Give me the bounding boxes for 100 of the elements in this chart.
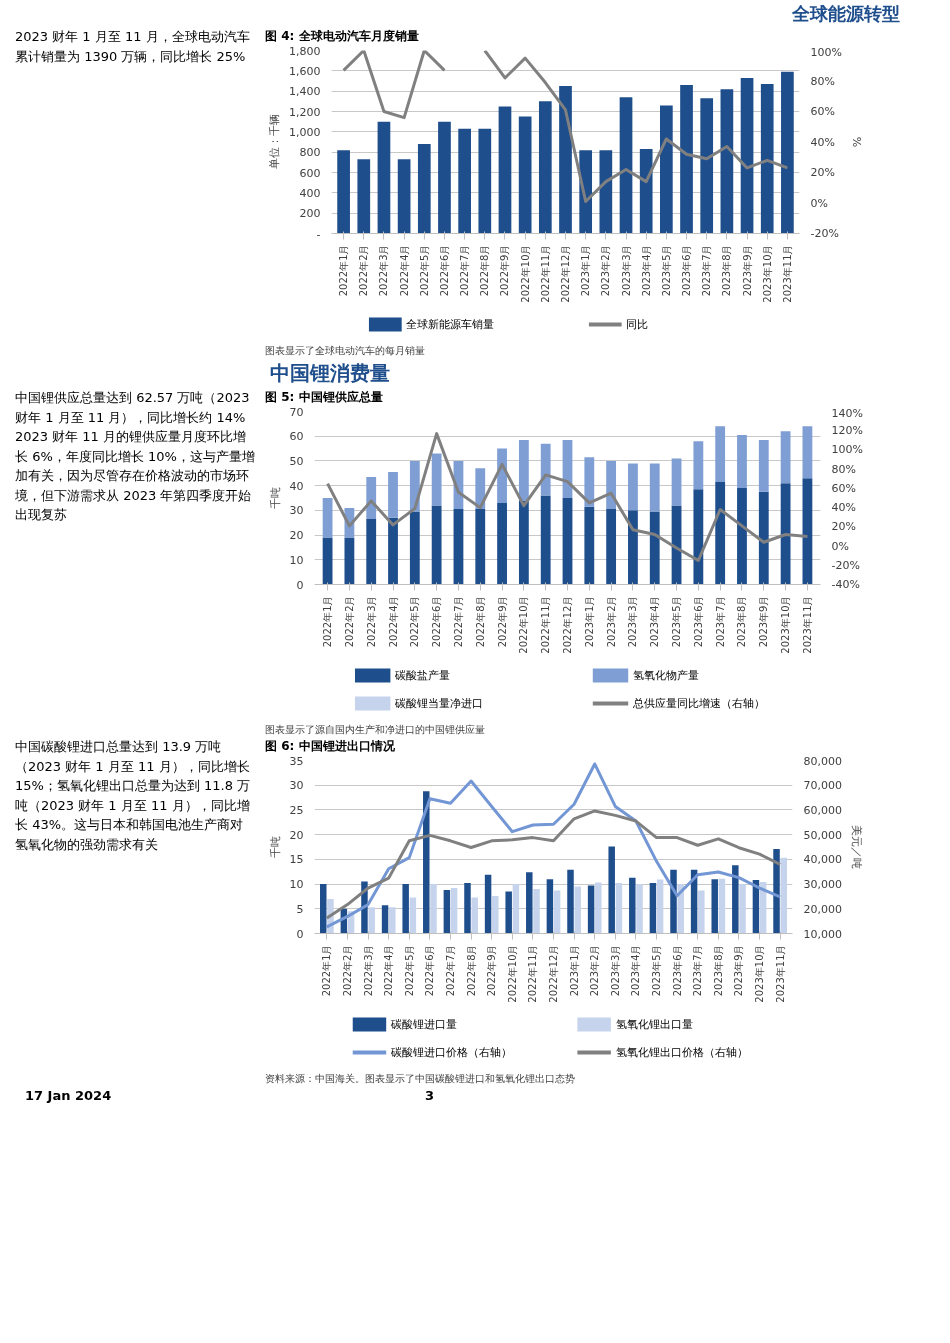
x-tick-label: 2022年5月 <box>418 244 430 297</box>
x-tick-label: 2023年1月 <box>583 595 595 648</box>
bar <box>567 869 574 934</box>
bar <box>628 463 638 511</box>
bar <box>619 97 633 234</box>
bar <box>780 857 787 934</box>
y2-tick-label: 50,000 <box>803 828 842 842</box>
y-tick-label: 25 <box>289 803 304 817</box>
x-tick-label: 2022年3月 <box>365 595 377 648</box>
bar <box>562 498 573 585</box>
bar <box>802 478 813 585</box>
bar <box>388 472 398 518</box>
y-tick-label: 10 <box>289 878 304 892</box>
bar <box>540 443 551 496</box>
legend-label: 碳酸锂进口量 <box>389 1018 457 1031</box>
y2-axis-title: % <box>849 136 863 148</box>
bar <box>402 884 409 934</box>
bar <box>322 498 333 538</box>
bar <box>409 511 420 585</box>
x-tick-label: 2023年7月 <box>701 244 713 297</box>
bar <box>698 890 705 934</box>
y-tick-label: 800 <box>299 146 321 160</box>
bar <box>388 517 398 585</box>
bar <box>802 426 813 479</box>
bar <box>629 877 636 934</box>
bar <box>737 434 747 489</box>
y2-tick-label: 60% <box>831 481 856 495</box>
bar <box>450 888 458 934</box>
x-tick-label: 2022年7月 <box>452 595 464 648</box>
bar <box>540 495 551 585</box>
bar <box>660 105 673 234</box>
bar <box>518 500 529 585</box>
x-tick-label: 2022年8月 <box>479 244 491 297</box>
x-tick-label: 2023年11月 <box>781 244 793 303</box>
bar <box>574 886 581 934</box>
line-series <box>326 432 809 562</box>
bar <box>538 101 552 234</box>
y2-tick-label: 70,000 <box>803 779 842 793</box>
x-tick-label: 2022年12月 <box>560 244 571 303</box>
x-tick-label: 2022年1月 <box>322 595 334 648</box>
x-tick-label: 2022年1月 <box>321 944 333 997</box>
x-tick-label: 2022年12月 <box>562 595 573 654</box>
bar <box>559 86 572 234</box>
x-tick-label: 2023年3月 <box>609 944 621 997</box>
y2-tick-label: 100% <box>810 45 842 59</box>
x-tick-label: 2022年8月 <box>465 944 477 997</box>
y-tick-label: 35 <box>289 754 304 768</box>
y2-tick-label: 60,000 <box>803 803 842 817</box>
y2-tick-label: 0% <box>831 539 849 553</box>
x-tick-label: 2023年4月 <box>649 595 661 648</box>
x-tick-label: 2022年6月 <box>431 595 443 648</box>
bar <box>546 879 554 934</box>
bar <box>677 884 684 934</box>
bar <box>423 791 430 934</box>
y2-tick-label: 80% <box>831 462 856 476</box>
bar <box>700 98 714 234</box>
bar <box>649 511 660 585</box>
text: 3 <box>425 1087 435 1105</box>
x-tick-label: 2023年11月 <box>774 944 786 1003</box>
y-tick-label: 0 <box>296 927 304 941</box>
y-tick-label: 20 <box>289 529 304 543</box>
bar <box>636 884 643 934</box>
x-tick-label: 2023年9月 <box>733 944 745 997</box>
legend-label: 氢氧化锂出口量 <box>615 1018 693 1031</box>
x-tick-label: 2023年3月 <box>620 244 632 297</box>
bar <box>670 869 677 934</box>
bar <box>417 144 431 234</box>
bar <box>773 848 780 934</box>
bar <box>438 121 451 234</box>
y2-tick-label: 30,000 <box>803 878 842 892</box>
x-tick-label: 2023年8月 <box>721 244 733 297</box>
x-tick-label: 2023年5月 <box>671 595 683 648</box>
bar <box>606 460 617 510</box>
bar <box>478 128 492 234</box>
y-tick-label: 400 <box>299 186 321 200</box>
bar <box>720 89 734 234</box>
bar <box>584 506 595 585</box>
bar <box>337 150 350 234</box>
bar <box>453 509 464 585</box>
x-tick-label: 2022年11月 <box>540 595 552 654</box>
bar <box>606 509 617 585</box>
y-tick-label: 0 <box>296 578 304 592</box>
bar <box>639 149 653 234</box>
bar <box>505 891 512 934</box>
line-series <box>325 809 782 920</box>
x-tick-label: 2022年3月 <box>362 944 374 997</box>
x-tick-label: 2022年11月 <box>539 244 551 303</box>
x-tick-label: 2023年10月 <box>754 944 766 1003</box>
x-tick-label: 2022年5月 <box>409 595 421 648</box>
bar <box>711 879 718 934</box>
bar <box>430 884 437 934</box>
bar <box>320 884 327 934</box>
y-tick-label: 600 <box>299 166 321 180</box>
bar <box>628 510 638 585</box>
x-tick-label: 2022年8月 <box>474 595 486 648</box>
x-tick-label: 2022年11月 <box>527 944 539 1003</box>
bar <box>497 502 507 585</box>
x-tick-label: 2023年6月 <box>671 944 683 997</box>
x-tick-label: 2022年10月 <box>518 595 530 654</box>
x-tick-label: 2022年7月 <box>444 944 456 997</box>
